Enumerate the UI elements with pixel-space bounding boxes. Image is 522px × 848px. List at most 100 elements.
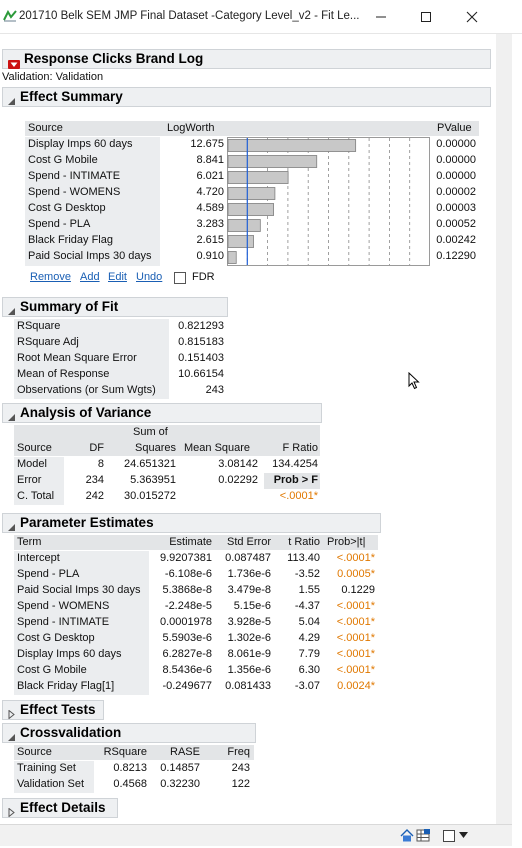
pe-prob: <.0001*	[336, 664, 375, 676]
pe-t-ratio: -3.52	[294, 568, 320, 580]
effect-pvalue: 0.00242	[436, 234, 476, 246]
cv-freq: 122	[231, 778, 250, 790]
prob-f-label: Prob > F	[273, 474, 318, 486]
pe-term: Spend - WOMENS	[17, 600, 110, 612]
pe-t-ratio: -4.37	[294, 600, 320, 612]
fit-label: Mean of Response	[17, 368, 110, 380]
pe-term: Display Imps 60 days	[17, 648, 122, 660]
effect-pvalue: 0.00000	[436, 138, 476, 150]
pe-prob: <.0001*	[336, 648, 375, 660]
home-icon[interactable]	[400, 829, 414, 842]
response-outline-header[interactable]: Response Clicks Brand Log	[2, 49, 491, 69]
anova-df: 234	[85, 474, 104, 486]
window-titlebar: 201710 Belk SEM JMP Final Dataset -Categ…	[0, 0, 522, 34]
pe-term: Spend - INTIMATE	[17, 616, 110, 628]
anova-ss: 30.015272	[124, 490, 176, 502]
maximize-button[interactable]	[406, 5, 446, 29]
cv-source: Training Set	[17, 762, 76, 774]
effect-source-bg	[25, 137, 160, 266]
pe-prob: <.0001*	[336, 632, 375, 644]
anova-col-df: DF	[89, 442, 104, 454]
effect-details-header[interactable]: Effect Details	[2, 798, 118, 818]
cv-freq: 243	[231, 762, 250, 774]
anova-ms: 3.08142	[218, 458, 258, 470]
crossvalidation-header[interactable]: Crossvalidation	[2, 723, 256, 743]
pe-estimate: -0.249677	[162, 680, 212, 692]
logworth-bar	[227, 235, 254, 248]
mouse-pointer-icon	[408, 372, 420, 390]
disclosure-closed-icon[interactable]	[7, 706, 16, 724]
effect-source: Paid Social Imps 30 days	[28, 250, 152, 262]
cv-rsquare: 0.8213	[113, 762, 147, 774]
disclosure-open-icon[interactable]	[7, 519, 16, 537]
effect-pvalue: 0.00000	[436, 154, 476, 166]
col-pvalue: PValue	[437, 122, 472, 134]
disclosure-open-icon[interactable]	[7, 303, 16, 321]
red-triangle-menu-icon[interactable]	[8, 56, 20, 74]
effect-logworth: 4.589	[196, 202, 224, 214]
disclosure-closed-icon[interactable]	[7, 804, 16, 822]
edit-button[interactable]: Edit	[108, 271, 127, 283]
disclosure-open-icon[interactable]	[7, 729, 16, 747]
effect-pvalue: 0.00052	[436, 218, 476, 230]
disclosure-open-icon[interactable]	[7, 93, 16, 111]
pe-estimate: -2.248e-5	[164, 600, 212, 612]
pe-std-error: 0.087487	[225, 552, 271, 564]
effect-logworth: 6.021	[196, 170, 224, 182]
table-icon[interactable]	[416, 829, 430, 842]
effect-source: Spend - INTIMATE	[28, 170, 121, 182]
fit-label: Root Mean Square Error	[17, 352, 137, 364]
effect-summary-header[interactable]: Effect Summary	[2, 87, 491, 107]
pe-prob: <.0001*	[336, 552, 375, 564]
parameter-estimates-header[interactable]: Parameter Estimates	[2, 513, 381, 533]
effect-tests-header[interactable]: Effect Tests	[2, 700, 104, 720]
pe-col-header-bg	[14, 535, 378, 550]
anova-ms: 0.02292	[218, 474, 258, 486]
effect-details-title: Effect Details	[20, 800, 106, 815]
remove-button[interactable]: Remove	[30, 271, 71, 283]
col-logworth: LogWorth	[167, 122, 215, 134]
logworth-bar	[227, 219, 261, 232]
pe-col-term: Term	[17, 536, 42, 548]
anova-f-ratio: 134.4254	[272, 458, 318, 470]
chevron-down-icon[interactable]	[459, 832, 468, 838]
close-button[interactable]	[452, 5, 492, 29]
fit-value: 243	[205, 384, 224, 396]
fit-value: 10.66154	[178, 368, 224, 380]
effect-logworth: 4.720	[196, 186, 224, 198]
effect-source: Display Imps 60 days	[28, 138, 133, 150]
view-toggle-checkbox[interactable]	[443, 830, 455, 842]
disclosure-open-icon[interactable]	[7, 409, 16, 427]
vertical-scrollbar[interactable]	[496, 34, 512, 824]
pe-prob: <.0001*	[336, 616, 375, 628]
report-pane: Response Clicks Brand Log Validation: Va…	[0, 34, 496, 824]
effect-tests-title: Effect Tests	[20, 702, 96, 717]
pe-std-error: 8.061e-9	[227, 648, 271, 660]
anova-df: 8	[97, 458, 104, 470]
pe-std-error: 1.356e-6	[227, 664, 271, 676]
jmp-app-icon	[3, 9, 17, 25]
pe-t-ratio: 1.55	[298, 584, 320, 596]
anova-col-f-ratio: F Ratio	[282, 442, 318, 454]
cv-rsquare: 0.4568	[113, 778, 147, 790]
anova-source: Model	[17, 458, 47, 470]
anova-col-sum-bottom: Squares	[135, 442, 176, 454]
anova-title: Analysis of Variance	[20, 405, 152, 420]
pe-std-error: 5.15e-6	[233, 600, 271, 612]
cv-col-rase: RASE	[170, 746, 200, 758]
pe-estimate: 5.3868e-8	[162, 584, 212, 596]
anova-col-source: Source	[17, 442, 52, 454]
summary-of-fit-header[interactable]: Summary of Fit	[2, 297, 228, 317]
pe-col-estimate: Estimate	[169, 536, 212, 548]
add-button[interactable]: Add	[80, 271, 100, 283]
pe-term: Spend - PLA	[17, 568, 80, 580]
pe-term: Black Friday Flag[1]	[17, 680, 115, 692]
minimize-button[interactable]	[361, 5, 401, 29]
fdr-checkbox[interactable]	[174, 272, 186, 284]
undo-button[interactable]: Undo	[136, 271, 163, 283]
status-bar	[0, 824, 512, 846]
summary-of-fit-title: Summary of Fit	[20, 299, 119, 314]
anova-header[interactable]: Analysis of Variance	[2, 403, 322, 423]
pe-col-prob: Prob>|t|	[327, 536, 366, 548]
effect-source: Cost G Mobile	[28, 154, 98, 166]
